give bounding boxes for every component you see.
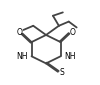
Text: O: O: [70, 28, 75, 37]
Text: NH: NH: [16, 52, 28, 61]
Text: O: O: [17, 28, 23, 37]
Text: S: S: [60, 68, 64, 77]
Text: NH: NH: [64, 52, 76, 61]
